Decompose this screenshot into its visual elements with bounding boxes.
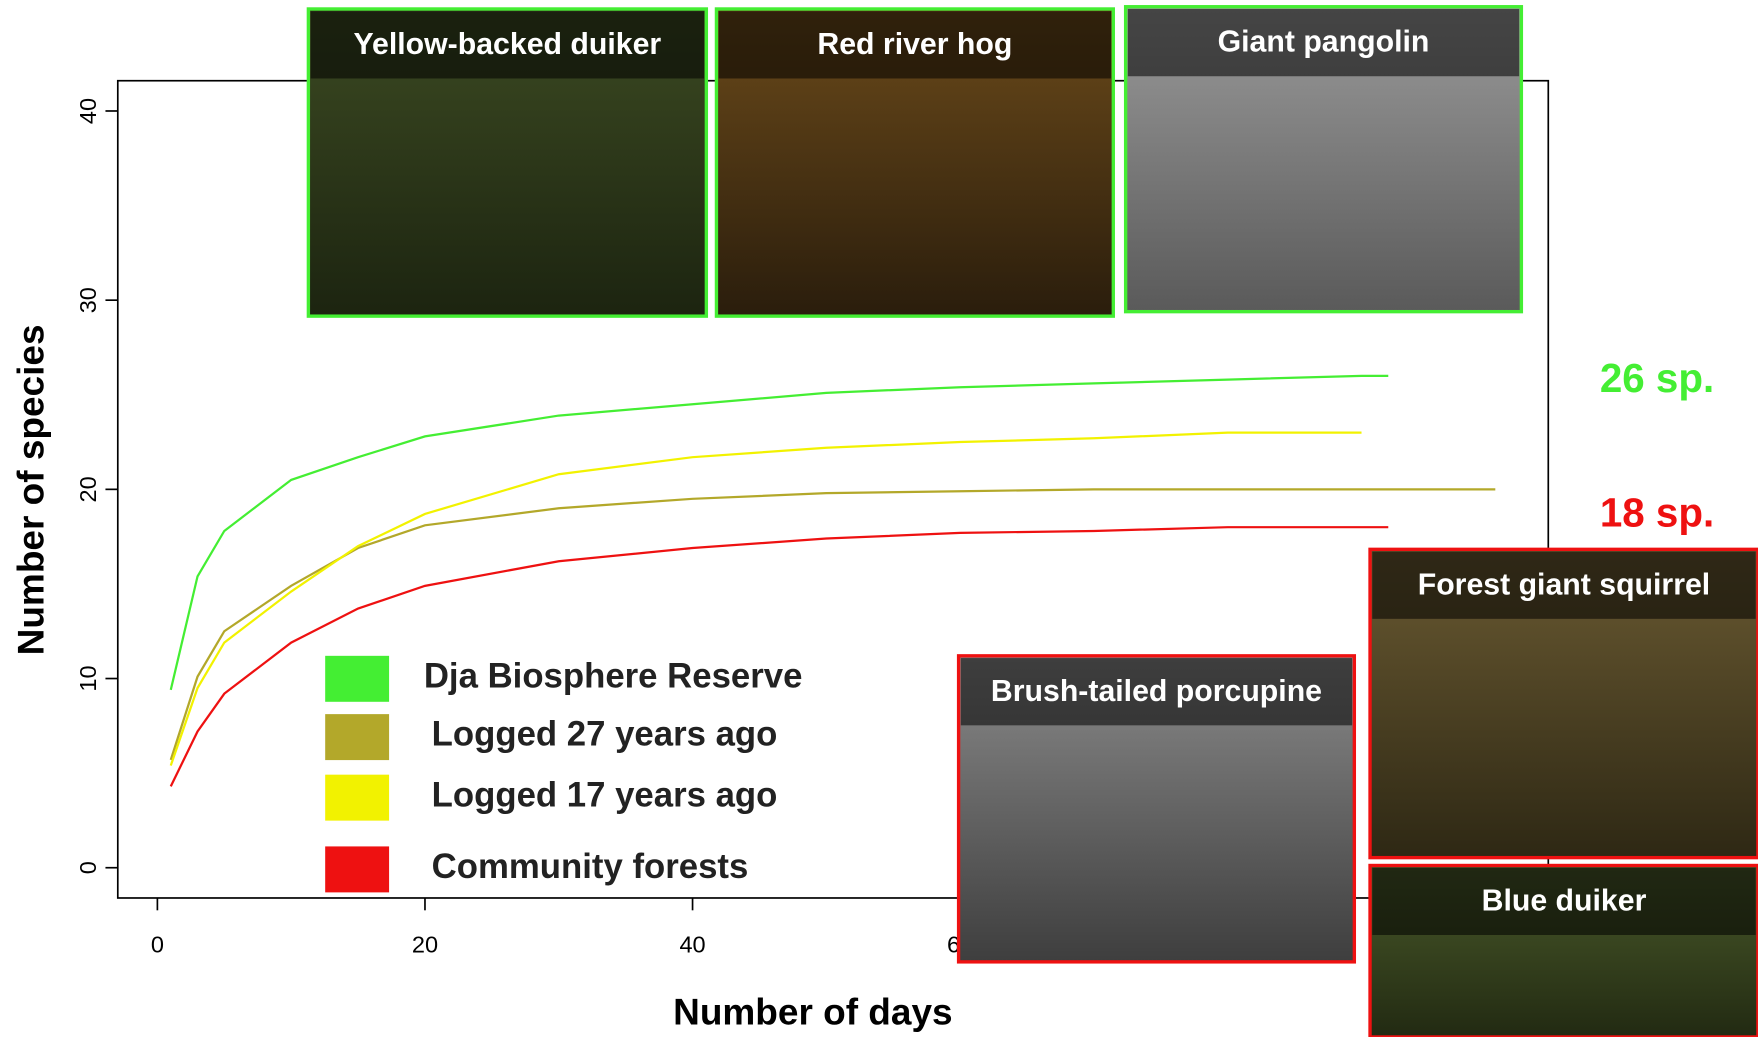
photo-title: Brush-tailed porcupine (991, 675, 1322, 708)
chart: Number of days Number of species 0204060… (0, 0, 1758, 1037)
photo-title: Giant pangolin (1218, 26, 1430, 59)
legend-label: Logged 27 years ago (432, 716, 778, 754)
legend-swatch (325, 714, 389, 760)
legend-label: Dja Biosphere Reserve (424, 657, 803, 695)
legend-label: Community forests (432, 848, 749, 886)
y-axis-title: Number of species (10, 324, 51, 655)
photo-title: Forest giant squirrel (1418, 568, 1710, 601)
x-tick-label: 40 (679, 931, 705, 957)
annotation: 26 sp. (1600, 355, 1714, 401)
legend-swatch (325, 846, 389, 892)
series-line (171, 376, 1389, 690)
x-tick-label: 0 (151, 931, 164, 957)
photo-title: Red river hog (817, 28, 1012, 61)
legend-swatch (325, 656, 389, 702)
annotation: 18 sp. (1600, 489, 1714, 535)
y-tick-label: 20 (75, 476, 101, 502)
y-tick-label: 30 (75, 287, 101, 313)
y-tick-label: 40 (75, 98, 101, 124)
x-tick-label: 20 (412, 931, 438, 957)
x-axis-title: Number of days (673, 991, 953, 1032)
legend-swatch (325, 775, 389, 821)
legend-label: Logged 17 years ago (432, 776, 778, 814)
photo-title: Yellow-backed duiker (354, 28, 662, 61)
photo-title: Blue duiker (1482, 884, 1647, 917)
page: {"chart_data": {"type": "line", "x_label… (0, 0, 1758, 1037)
y-tick-label: 0 (75, 861, 101, 874)
y-tick-label: 10 (75, 665, 101, 691)
